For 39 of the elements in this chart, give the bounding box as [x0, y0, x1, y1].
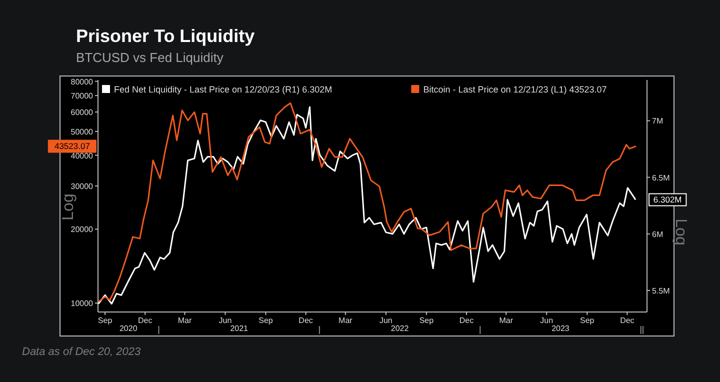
y-tick-label: 40000 [70, 151, 94, 160]
y2-axis-title: Log [672, 218, 689, 246]
y-tick-label: 10000 [70, 299, 94, 308]
y-tick-label: 70000 [70, 92, 94, 101]
text: 6.302M [653, 194, 682, 205]
x-tick-label: Jun [218, 316, 232, 325]
y-axis-title: Log [60, 194, 77, 220]
x-tick-label: Dec [138, 316, 152, 325]
x-tick-label: Mar [499, 316, 514, 325]
y2-tick-label: 6M [652, 230, 664, 239]
y-tick-label: 20000 [70, 225, 94, 234]
x-tick-label: Dec [298, 316, 313, 325]
chart-title: Prisoner To Liquidity [76, 26, 255, 46]
legend-label: Bitcoin - Last Price on 12/21/23 (L1) 43523.07 [423, 84, 607, 94]
y-tick-label: 50000 [70, 127, 94, 136]
y2-tick-label: 6.5M [652, 173, 670, 182]
text: 2023 [552, 324, 570, 333]
x-tick-label: Dec [620, 316, 634, 325]
x-tick-label: Jun [379, 316, 392, 325]
x-tick-label: Jun [540, 316, 554, 325]
text: 43523.07 [54, 141, 90, 152]
text: 2022 [390, 324, 410, 333]
y-tick-label: 80000 [70, 77, 94, 86]
y-tick-label: 60000 [70, 108, 94, 118]
y-tick-label: 30000 [70, 182, 94, 191]
text: Data as of Dec 20, 2023 [22, 346, 142, 358]
text: 2020 [119, 324, 138, 333]
y2-tick-label: 5.5M [652, 286, 670, 296]
x-tick-label: Mar [178, 316, 192, 325]
y2-tick-label: 7M [652, 116, 664, 126]
x-tick-label: Sep [419, 316, 434, 325]
x-tick-label: Sep [580, 316, 595, 325]
legend-label: Fed Net Liquidity - Last Price on 12/20/23 (R1) 6.302M [114, 84, 332, 94]
chart-subtitle: BTCUSD vs Fed Liquidity [76, 50, 224, 65]
x-tick-label: Mar [338, 316, 353, 325]
x-tick-label: Dec [459, 316, 474, 325]
x-tick-label: Sep [98, 316, 113, 325]
x-tick-label: Sep [258, 316, 274, 325]
text: 2021 [230, 324, 249, 333]
